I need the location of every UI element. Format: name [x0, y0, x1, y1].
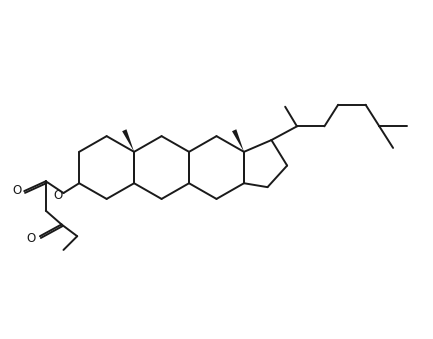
Polygon shape: [232, 129, 244, 152]
Polygon shape: [122, 129, 134, 152]
Text: O: O: [13, 184, 22, 197]
Text: O: O: [27, 232, 36, 245]
Text: O: O: [53, 188, 62, 201]
